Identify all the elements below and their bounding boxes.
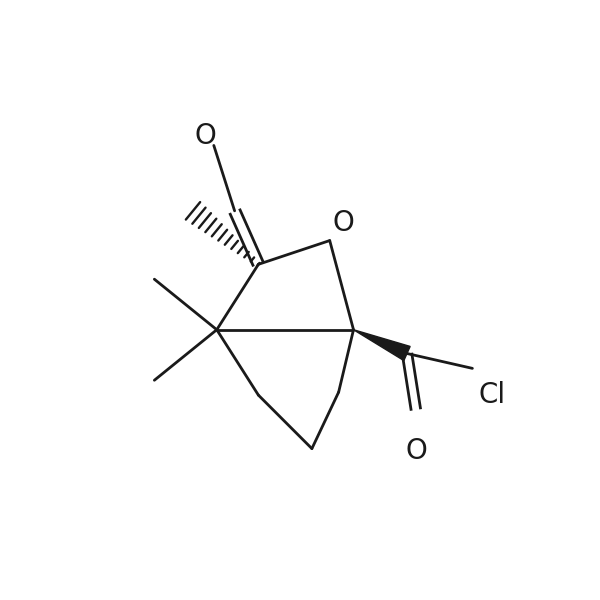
Polygon shape [353, 330, 410, 361]
Text: O: O [194, 122, 216, 149]
Text: Cl: Cl [478, 381, 505, 409]
Text: O: O [332, 209, 355, 237]
Text: O: O [405, 437, 427, 465]
